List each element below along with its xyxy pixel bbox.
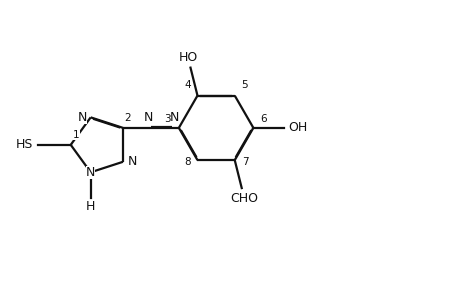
Text: CHO: CHO <box>230 192 258 205</box>
Text: N: N <box>144 111 153 124</box>
Text: 3: 3 <box>164 115 171 125</box>
Text: N: N <box>78 111 87 124</box>
Text: OH: OH <box>288 121 307 134</box>
Text: 6: 6 <box>260 115 267 125</box>
Text: N: N <box>128 155 137 168</box>
Text: 7: 7 <box>242 157 248 168</box>
Text: HO: HO <box>179 51 198 64</box>
Text: N: N <box>86 166 95 179</box>
Text: 8: 8 <box>184 157 191 168</box>
Text: HS: HS <box>16 138 33 151</box>
Text: 2: 2 <box>124 113 131 123</box>
Text: 5: 5 <box>242 80 248 90</box>
Text: N: N <box>170 111 179 124</box>
Text: H: H <box>86 200 95 213</box>
Text: 1: 1 <box>73 130 80 140</box>
Text: 4: 4 <box>185 80 191 90</box>
